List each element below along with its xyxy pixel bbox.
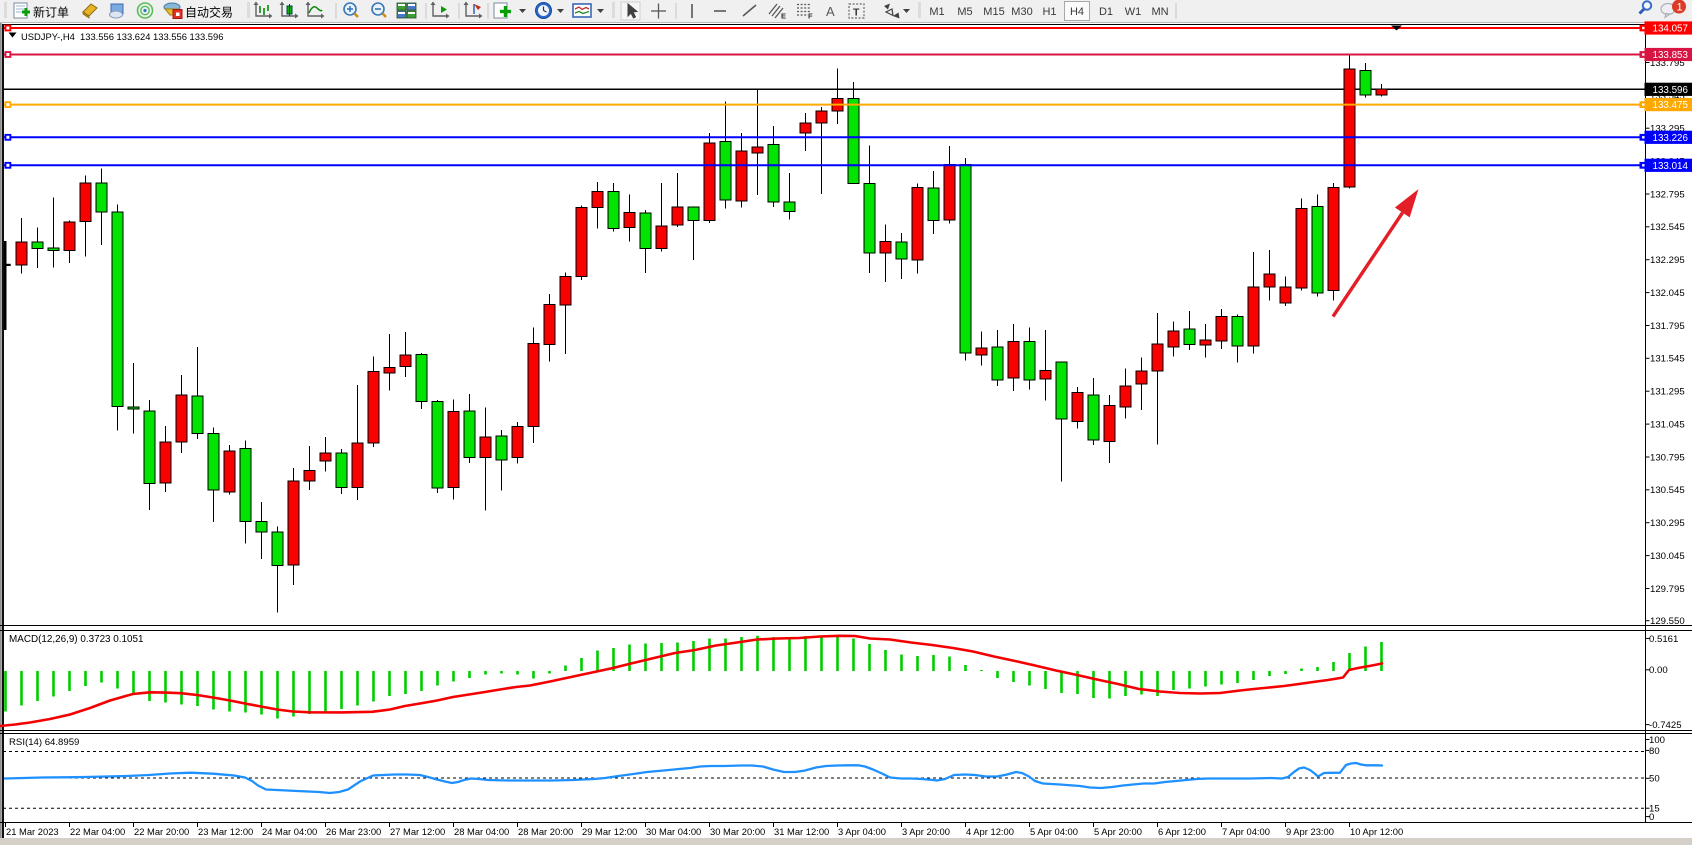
svg-text:24 Mar 04:00: 24 Mar 04:00 (262, 826, 317, 837)
svg-text:6 Apr 12:00: 6 Apr 12:00 (1158, 826, 1206, 837)
svg-text:USDJPY-,H4 133.556 133.624 13: USDJPY-,H4 133.556 133.624 133.556 133.5… (21, 31, 223, 42)
svg-text:0: 0 (1649, 812, 1654, 823)
svg-text:133.596: 133.596 (1653, 85, 1689, 96)
svg-text:3 Apr 20:00: 3 Apr 20:00 (902, 826, 950, 837)
svg-text:129.795: 129.795 (1650, 584, 1685, 595)
svg-text:4 Apr 12:00: 4 Apr 12:00 (966, 826, 1014, 837)
svg-text:129.550: 129.550 (1650, 616, 1685, 627)
svg-text:132.795: 132.795 (1650, 189, 1685, 200)
svg-text:130.545: 130.545 (1650, 485, 1685, 496)
svg-text:RSI(14) 64.8959: RSI(14) 64.8959 (9, 737, 79, 748)
svg-text:30 Mar 04:00: 30 Mar 04:00 (646, 826, 701, 837)
svg-text:MACD(12,26,9) 0.3723 0.1051: MACD(12,26,9) 0.3723 0.1051 (9, 634, 144, 645)
svg-text:80: 80 (1649, 746, 1660, 757)
svg-text:133.795: 133.795 (1650, 58, 1685, 69)
svg-text:26 Mar 23:00: 26 Mar 23:00 (326, 826, 381, 837)
svg-text:MN: MN (1151, 6, 1168, 18)
svg-text:F: F (808, 12, 813, 21)
svg-text:M1: M1 (929, 6, 944, 18)
svg-text:-0.7425: -0.7425 (1649, 720, 1682, 731)
svg-text:131.795: 131.795 (1650, 321, 1685, 332)
svg-text:15: 15 (1649, 804, 1660, 815)
svg-text:5 Apr 20:00: 5 Apr 20:00 (1094, 826, 1142, 837)
svg-text:28 Mar 04:00: 28 Mar 04:00 (454, 826, 509, 837)
svg-text:新订单: 新订单 (33, 5, 69, 20)
svg-text:H4: H4 (1070, 6, 1084, 18)
svg-text:E: E (781, 12, 786, 21)
svg-text:133.853: 133.853 (1653, 50, 1689, 61)
svg-text:31 Mar 12:00: 31 Mar 12:00 (774, 826, 829, 837)
svg-text:H1: H1 (1042, 6, 1056, 18)
svg-text:T: T (853, 7, 860, 19)
svg-text:0.5161: 0.5161 (1649, 634, 1678, 645)
svg-text:28 Mar 20:00: 28 Mar 20:00 (518, 826, 573, 837)
svg-text:132.545: 132.545 (1650, 222, 1685, 233)
svg-text:131.545: 131.545 (1650, 354, 1685, 365)
svg-text:自动交易: 自动交易 (185, 5, 233, 20)
svg-text:132.045: 132.045 (1650, 288, 1685, 299)
svg-text:130.295: 130.295 (1650, 518, 1685, 529)
svg-text:130.795: 130.795 (1650, 452, 1685, 463)
svg-text:131.295: 131.295 (1650, 387, 1685, 398)
svg-text:100: 100 (1649, 735, 1665, 746)
svg-text:130.045: 130.045 (1650, 551, 1685, 562)
svg-text:10 Apr 12:00: 10 Apr 12:00 (1350, 826, 1403, 837)
svg-text:133.226: 133.226 (1653, 133, 1689, 144)
svg-text:134.057: 134.057 (1653, 24, 1688, 35)
svg-text:132.295: 132.295 (1650, 255, 1685, 266)
svg-text:133.295: 133.295 (1650, 124, 1685, 135)
svg-text:133.014: 133.014 (1653, 161, 1689, 172)
svg-text:22 Mar 04:00: 22 Mar 04:00 (70, 826, 125, 837)
svg-text:21 Mar 2023: 21 Mar 2023 (6, 826, 59, 837)
svg-text:M30: M30 (1011, 6, 1032, 18)
svg-text:133.475: 133.475 (1653, 100, 1689, 111)
svg-text:0.00: 0.00 (1649, 665, 1668, 676)
svg-text:A: A (826, 4, 835, 19)
svg-text:131.045: 131.045 (1650, 420, 1685, 431)
svg-text:50: 50 (1649, 774, 1660, 785)
svg-text:133.545: 133.545 (1650, 91, 1685, 102)
svg-text:9 Apr 23:00: 9 Apr 23:00 (1286, 826, 1334, 837)
svg-text:1: 1 (1676, 2, 1682, 14)
svg-text:M5: M5 (957, 6, 972, 18)
svg-text:7 Apr 04:00: 7 Apr 04:00 (1222, 826, 1270, 837)
svg-text:29 Mar 12:00: 29 Mar 12:00 (582, 826, 637, 837)
svg-text:23 Mar 12:00: 23 Mar 12:00 (198, 826, 253, 837)
svg-text:D1: D1 (1099, 6, 1113, 18)
svg-text:3 Apr 04:00: 3 Apr 04:00 (838, 826, 886, 837)
svg-text:22 Mar 20:00: 22 Mar 20:00 (134, 826, 189, 837)
svg-text:30 Mar 20:00: 30 Mar 20:00 (710, 826, 765, 837)
svg-text:W1: W1 (1125, 6, 1142, 18)
svg-text:5 Apr 04:00: 5 Apr 04:00 (1030, 826, 1078, 837)
svg-text:27 Mar 12:00: 27 Mar 12:00 (390, 826, 445, 837)
svg-text:M15: M15 (983, 6, 1004, 18)
